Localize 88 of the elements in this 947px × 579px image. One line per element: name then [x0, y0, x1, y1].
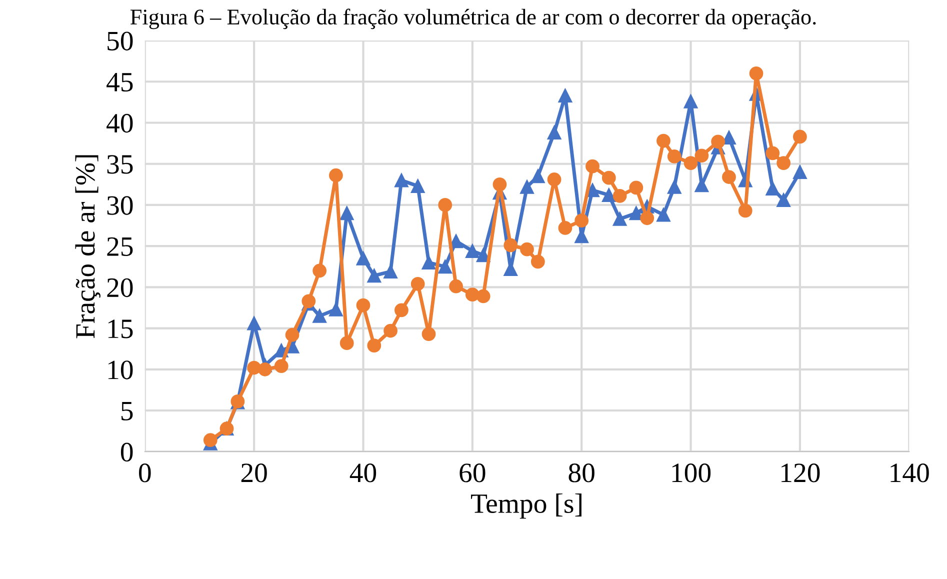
point — [356, 251, 370, 266]
point — [749, 66, 764, 80]
point — [793, 165, 807, 180]
point — [667, 180, 682, 194]
point — [492, 177, 507, 192]
x-tick-label: 80 — [568, 464, 594, 482]
point — [612, 212, 627, 226]
point — [722, 170, 736, 184]
point — [629, 180, 644, 195]
point — [476, 248, 490, 262]
point — [449, 279, 463, 294]
point — [520, 242, 534, 256]
y-tick-label: 30 — [107, 196, 133, 215]
point — [203, 433, 218, 448]
point — [640, 211, 654, 226]
x-tick-label: 0 — [139, 464, 151, 482]
point — [367, 338, 382, 353]
point — [520, 180, 534, 194]
point — [312, 264, 327, 278]
point — [504, 238, 518, 252]
point — [684, 156, 698, 170]
x-tick-label: 140 — [890, 464, 929, 482]
y-tick-label: 20 — [107, 278, 133, 298]
y-tick-label: 40 — [106, 114, 133, 133]
point — [422, 327, 436, 341]
y-axis-title: Fração de ar [%] — [75, 155, 100, 338]
point — [465, 244, 480, 258]
point — [285, 328, 300, 342]
x-tick-label: 40 — [350, 464, 376, 482]
point — [329, 302, 343, 316]
y-tick-label: 25 — [107, 237, 133, 256]
x-tick-label: 120 — [782, 464, 820, 482]
point — [656, 208, 670, 222]
y-tick-label: 35 — [107, 155, 133, 174]
y-tick-label: 50 — [108, 32, 133, 50]
point — [558, 221, 572, 235]
point — [667, 150, 682, 164]
x-tick-label: 60 — [460, 464, 486, 482]
point — [530, 169, 545, 184]
point — [340, 206, 354, 220]
point — [438, 198, 452, 212]
point — [684, 94, 698, 108]
point — [793, 130, 807, 144]
point — [274, 359, 288, 374]
point — [711, 134, 726, 149]
point — [356, 298, 370, 312]
point — [602, 170, 616, 185]
y-tick-label: 0 — [120, 442, 133, 462]
point — [776, 193, 791, 207]
point — [302, 294, 316, 308]
point — [530, 254, 545, 269]
point — [574, 214, 589, 228]
point — [547, 126, 562, 140]
point — [340, 336, 354, 350]
y-tick-label: 45 — [106, 72, 133, 92]
point — [766, 182, 780, 196]
point — [602, 188, 616, 202]
point — [476, 289, 490, 304]
point — [247, 316, 262, 330]
chart-title: Figura 6 – Evolução da fração volumétrica de ar com o decorrer da operação. — [130, 8, 816, 30]
point — [776, 156, 791, 170]
point — [384, 324, 398, 338]
point — [547, 172, 562, 186]
point — [465, 288, 480, 302]
point — [384, 264, 398, 279]
x-axis-title: Tempo [s] — [471, 493, 582, 519]
point — [410, 276, 425, 291]
point — [438, 260, 452, 274]
point — [586, 159, 600, 174]
y-tick-label: 10 — [108, 360, 133, 380]
point — [422, 256, 436, 270]
point — [694, 148, 709, 163]
x-tick-label: 100 — [672, 464, 711, 482]
x-tick-label: 20 — [241, 464, 267, 482]
point — [329, 168, 343, 182]
point — [738, 204, 752, 218]
point — [612, 188, 627, 203]
point — [656, 134, 670, 148]
point — [410, 179, 425, 193]
y-tick-label: 15 — [108, 320, 133, 338]
point — [394, 173, 408, 188]
point — [766, 146, 780, 160]
point — [312, 309, 327, 323]
point — [394, 303, 408, 318]
y-tick-label: 5 — [122, 402, 133, 420]
point — [258, 362, 272, 376]
point — [558, 88, 572, 103]
point — [367, 268, 382, 283]
